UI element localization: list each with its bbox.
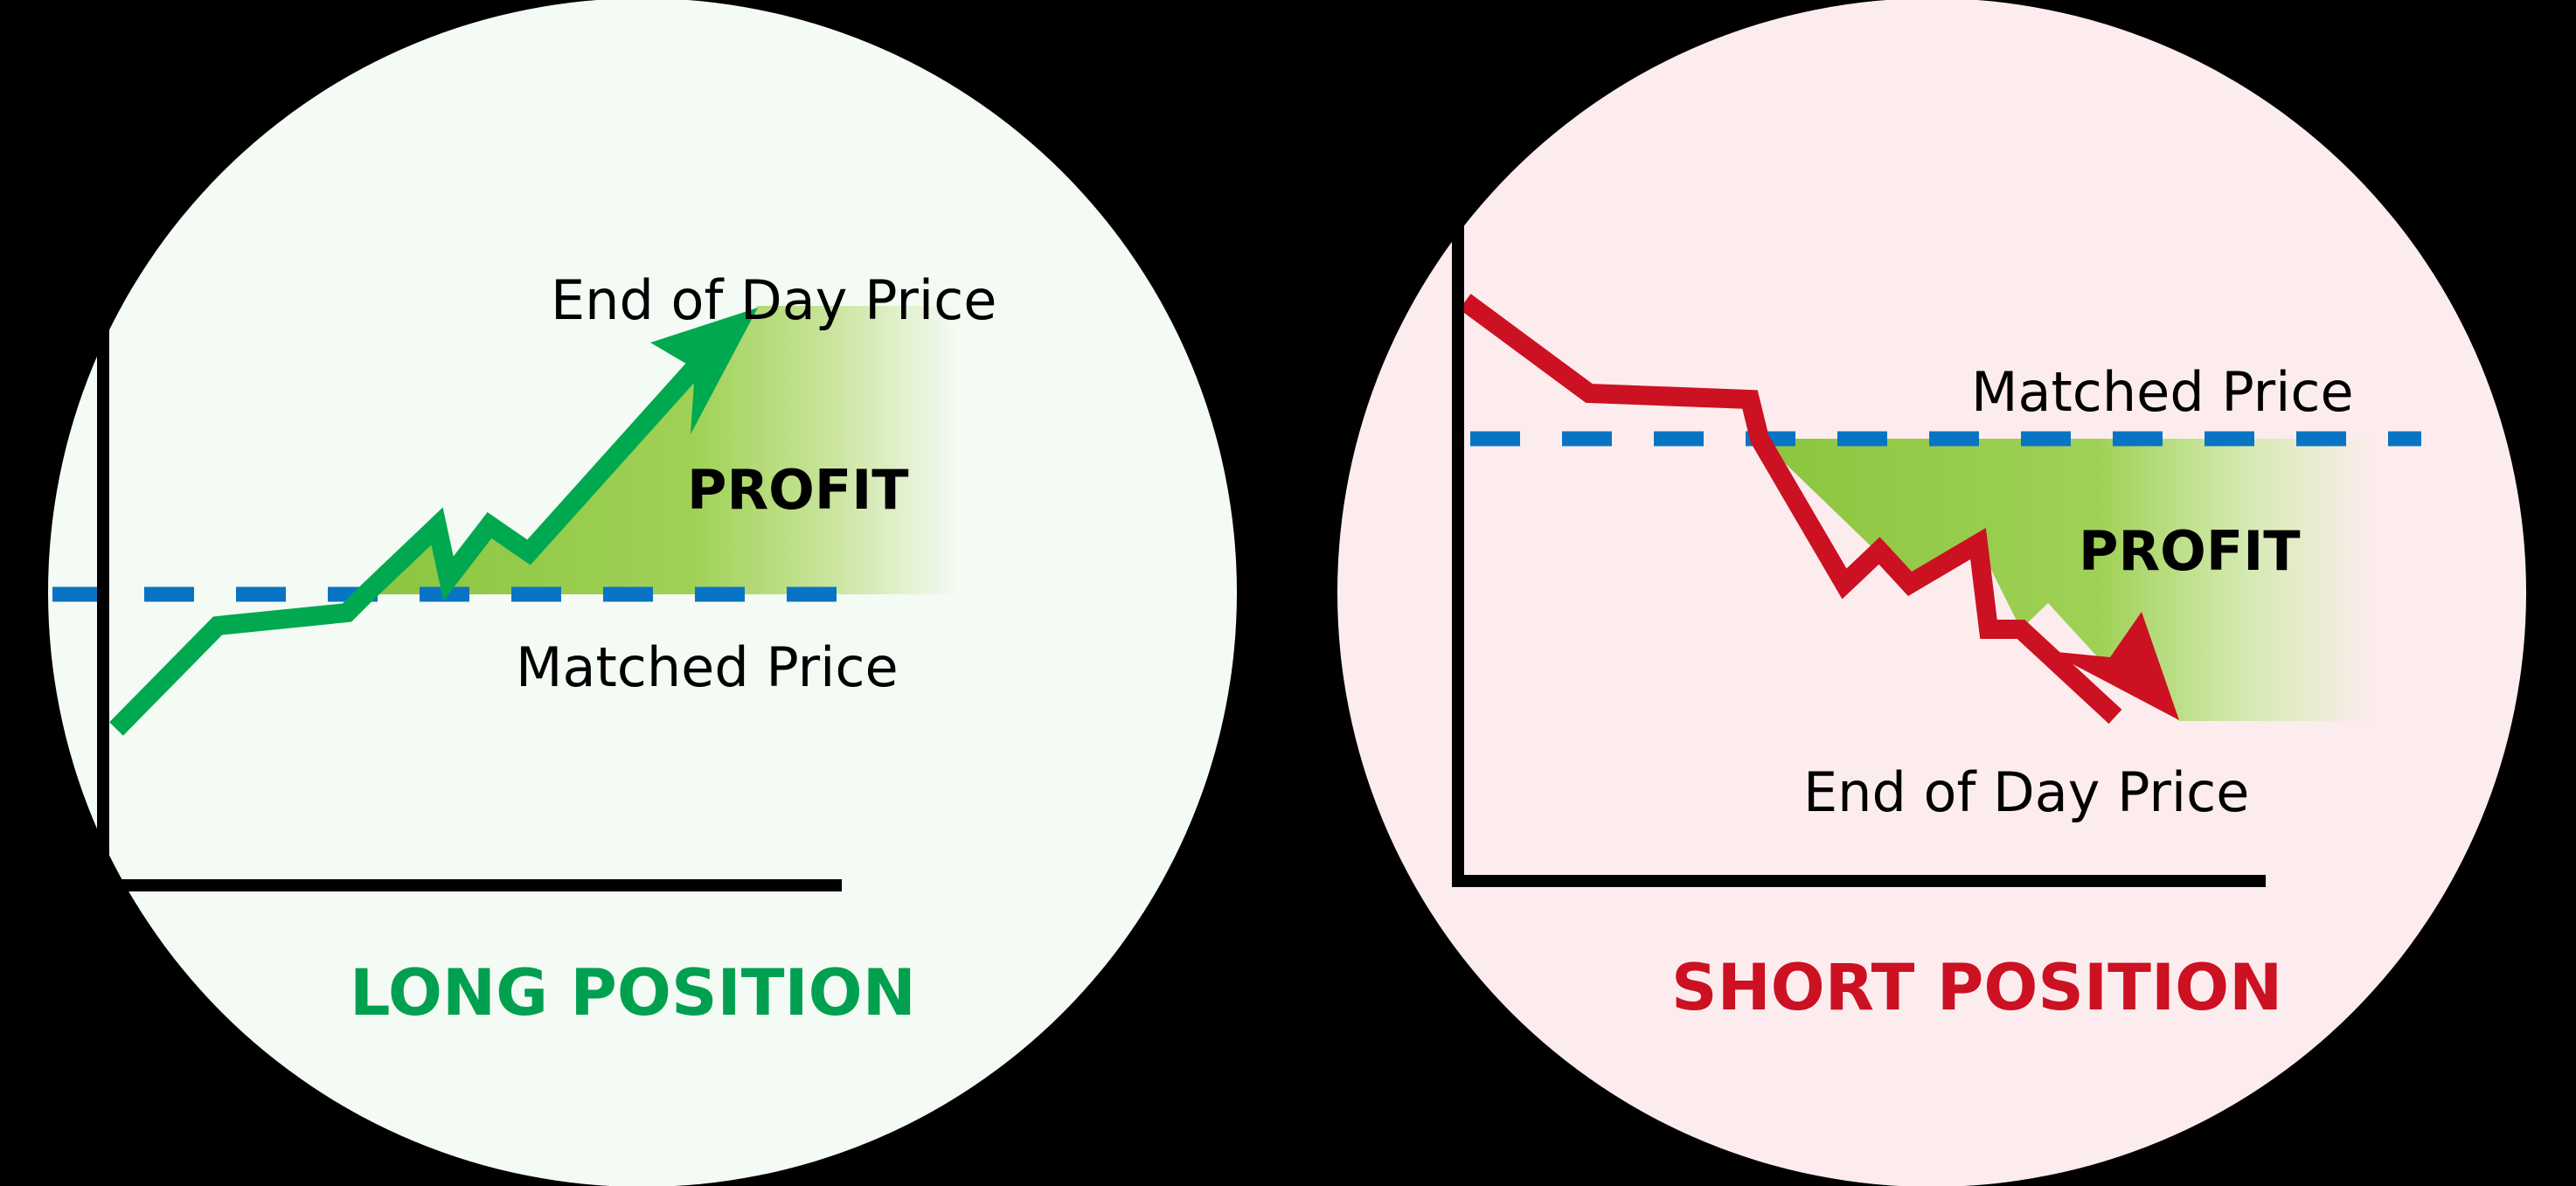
short-price-arrowhead xyxy=(2048,612,2179,720)
long-profit-area-main xyxy=(365,306,957,594)
long-profit-label: PROFIT xyxy=(687,458,909,522)
short-profit-label: PROFIT xyxy=(2079,519,2301,583)
short-circle-backdrop xyxy=(1337,0,2526,1186)
long-end-of-day-label: End of Day Price xyxy=(551,268,996,332)
short-axis xyxy=(1452,186,2266,887)
panel-long-position: End of Day Price PROFIT Matched Price LO… xyxy=(48,0,1237,1186)
long-position-title: LONG POSITION xyxy=(350,956,916,1030)
long-axis xyxy=(97,186,842,891)
short-end-of-day-label: End of Day Price xyxy=(1803,760,2249,824)
panel-short-position: Matched Price PROFIT End of Day Price SH… xyxy=(1337,0,2526,1186)
long-matched-price-label: Matched Price xyxy=(516,635,899,699)
long-price-arrowhead xyxy=(650,308,758,434)
short-position-title: SHORT POSITION xyxy=(1671,951,2282,1025)
short-matched-price-label: Matched Price xyxy=(1971,360,2354,424)
long-price-line xyxy=(109,330,730,736)
short-profit-area xyxy=(1760,439,2373,721)
short-price-line xyxy=(1459,294,2122,725)
